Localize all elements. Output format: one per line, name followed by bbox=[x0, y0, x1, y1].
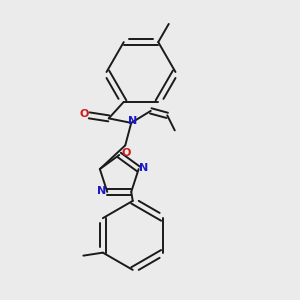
Text: O: O bbox=[79, 109, 88, 119]
Text: O: O bbox=[121, 148, 130, 158]
Text: N: N bbox=[140, 163, 149, 173]
Text: N: N bbox=[97, 186, 106, 196]
Text: N: N bbox=[128, 116, 137, 126]
